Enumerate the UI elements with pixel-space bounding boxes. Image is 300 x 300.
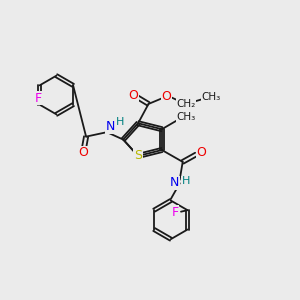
Text: CH₂: CH₂ [176, 99, 195, 109]
Text: N: N [106, 120, 116, 133]
Text: F: F [34, 92, 42, 105]
Text: O: O [78, 146, 88, 160]
Text: H: H [116, 117, 124, 127]
Text: S: S [134, 149, 142, 162]
Text: N: N [170, 176, 179, 189]
Text: H: H [182, 176, 190, 186]
Text: F: F [172, 206, 178, 219]
Text: CH₃: CH₃ [201, 92, 220, 101]
Text: CH₃: CH₃ [176, 112, 195, 122]
Text: O: O [129, 88, 139, 101]
Text: O: O [161, 90, 171, 103]
Text: O: O [196, 146, 206, 160]
